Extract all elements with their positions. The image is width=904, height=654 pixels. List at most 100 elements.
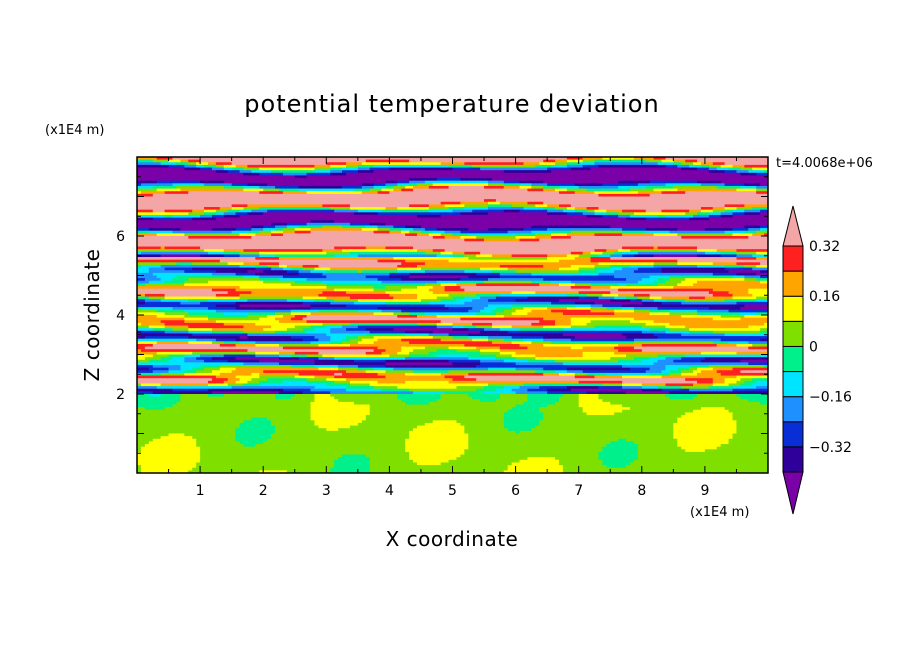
field-cell — [298, 214, 304, 219]
field-cell — [152, 214, 158, 219]
field-cell — [294, 233, 300, 237]
field-cell — [582, 212, 588, 216]
field-cell — [480, 201, 485, 205]
field-cell — [417, 162, 422, 166]
field-cell — [484, 199, 489, 203]
field-cell — [689, 162, 694, 166]
field-cell — [661, 164, 667, 169]
field-cell — [673, 222, 678, 227]
field-cell — [346, 183, 351, 187]
field-cell — [740, 191, 745, 195]
field-cell — [626, 162, 631, 166]
field-cell — [365, 196, 371, 200]
field-cell — [342, 191, 347, 195]
field-cell — [357, 207, 363, 211]
field-cell — [645, 220, 651, 224]
field-cell — [503, 162, 509, 166]
field-cell — [724, 188, 730, 192]
field-cell — [507, 180, 513, 184]
field-cell — [405, 180, 410, 184]
field-cell — [476, 167, 481, 171]
field-cell — [188, 238, 193, 242]
field-cell — [448, 183, 454, 187]
field-cell — [160, 162, 166, 166]
field-cell — [444, 220, 450, 224]
field-cell — [278, 185, 284, 190]
field-cell — [456, 199, 461, 203]
field-cell — [700, 175, 706, 179]
field-cell — [223, 185, 229, 190]
field-cell — [622, 222, 627, 227]
field-cell — [452, 212, 458, 216]
field-cell — [728, 164, 734, 169]
field-cell — [724, 196, 730, 200]
field-cell — [330, 175, 335, 179]
field-cell — [657, 204, 663, 208]
field-cell — [511, 214, 517, 219]
field-cell — [527, 185, 532, 190]
field-cell — [247, 212, 252, 216]
field-cell — [188, 157, 193, 161]
field-cell — [697, 225, 702, 229]
field-cell — [211, 238, 217, 242]
field-cell — [641, 201, 647, 205]
field-cell — [168, 230, 174, 234]
field-cell — [669, 222, 674, 227]
field-cell — [720, 159, 726, 163]
field-cell — [286, 228, 292, 232]
field-cell — [424, 180, 430, 184]
field-cell — [744, 196, 749, 200]
field-cell — [677, 214, 682, 219]
field-cell — [464, 172, 469, 177]
field-cell — [708, 217, 714, 221]
field-cell — [306, 222, 312, 227]
field-cell — [629, 178, 635, 182]
field-cell — [633, 207, 639, 211]
field-cell — [239, 220, 245, 224]
field-cell — [677, 183, 682, 187]
field-cell — [566, 236, 572, 240]
field-cell — [744, 225, 749, 229]
field-cell — [570, 209, 576, 213]
field-cell — [144, 204, 150, 208]
field-cell — [338, 196, 343, 200]
field-cell — [551, 204, 556, 208]
field-cell — [219, 180, 225, 184]
field-cell — [338, 188, 343, 192]
field-cell — [282, 172, 288, 177]
field-cell — [188, 162, 193, 166]
field-cell — [397, 172, 402, 177]
field-cell — [756, 228, 761, 232]
field-cell — [310, 222, 316, 227]
field-cell — [590, 217, 596, 221]
field-cell — [547, 199, 552, 203]
field-cell — [527, 201, 532, 205]
field-cell — [239, 201, 245, 205]
field-cell — [353, 193, 359, 198]
field-cell — [192, 220, 197, 224]
field-cell — [562, 175, 568, 179]
field-cell — [555, 164, 560, 169]
field-cell — [704, 236, 710, 240]
field-cell — [251, 199, 256, 203]
field-cell — [614, 222, 619, 227]
field-cell — [424, 170, 430, 174]
field-cell — [417, 220, 422, 224]
field-cell — [160, 217, 166, 221]
field-cell — [349, 228, 355, 232]
field-cell — [614, 230, 619, 234]
field-cell — [456, 175, 461, 179]
field-cell — [349, 212, 355, 216]
field-cell — [669, 175, 674, 179]
field-cell — [346, 228, 351, 232]
field-cell — [192, 222, 197, 227]
field-cell — [160, 238, 166, 242]
field-cell — [353, 188, 359, 192]
field-cell — [476, 191, 481, 195]
field-cell — [748, 207, 753, 211]
field-cell — [756, 193, 761, 198]
field-cell — [511, 209, 517, 213]
field-cell — [594, 164, 600, 169]
field-cell — [499, 159, 505, 163]
field-cell — [574, 230, 580, 234]
